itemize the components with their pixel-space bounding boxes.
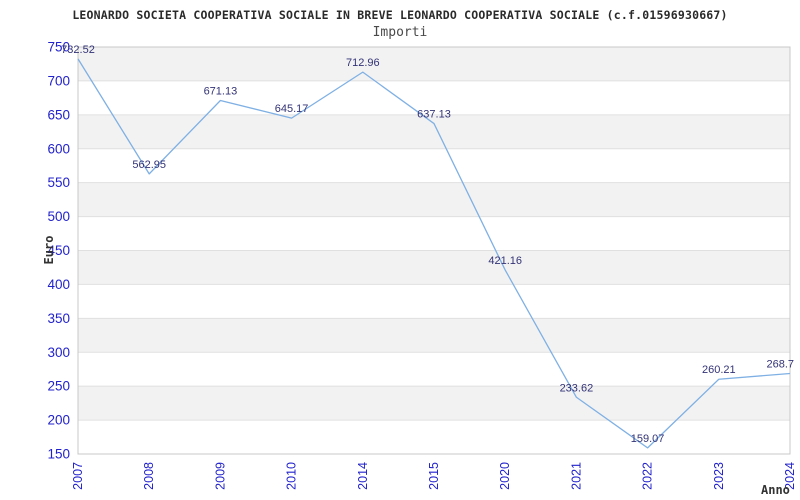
y-tick-label: 750 xyxy=(47,40,70,55)
data-point-label: 233.62 xyxy=(560,382,594,394)
plot-band xyxy=(78,114,790,149)
y-tick-label: 300 xyxy=(47,345,70,360)
x-tick-label: 2021 xyxy=(569,462,583,490)
plot-band xyxy=(78,182,790,217)
y-tick-label: 700 xyxy=(47,73,70,88)
y-tick-label: 450 xyxy=(47,243,70,258)
x-axis-title: Anno xyxy=(761,483,790,497)
data-point-label: 637.13 xyxy=(417,109,451,121)
y-tick-label: 350 xyxy=(47,311,70,326)
y-tick-label: 400 xyxy=(47,277,70,292)
chart-title: LEONARDO SOCIETA COOPERATIVA SOCIALE IN … xyxy=(72,8,728,22)
y-tick-label: 200 xyxy=(47,413,70,428)
x-tick-label: 2010 xyxy=(285,462,299,490)
data-point-label: 268.7 xyxy=(766,358,794,370)
y-tick-label: 250 xyxy=(47,379,70,394)
plot-band xyxy=(78,318,790,353)
x-tick-label: 2009 xyxy=(213,462,227,490)
x-tick-label: 2015 xyxy=(427,462,441,490)
x-tick-label: 2023 xyxy=(712,462,726,490)
x-tick-label: 2024 xyxy=(783,462,797,490)
plot-band xyxy=(78,47,790,81)
data-point-label: 671.13 xyxy=(204,86,238,98)
x-tick-label: 2014 xyxy=(356,462,370,490)
x-tick-label: 2008 xyxy=(142,462,156,490)
chart-subtitle: Importi xyxy=(372,25,428,40)
plot-border xyxy=(77,46,791,455)
data-point-label: 159.07 xyxy=(631,433,665,445)
x-tick-label: 2007 xyxy=(71,462,85,490)
plot-band xyxy=(78,386,790,421)
plot-band xyxy=(78,250,790,285)
y-tick-label: 600 xyxy=(47,141,70,156)
y-axis-title: Euro xyxy=(42,235,56,265)
data-point-label: 712.96 xyxy=(346,57,380,69)
data-point-label: 732.52 xyxy=(61,44,95,56)
y-tick-label: 650 xyxy=(47,107,70,122)
data-point-label: 260.21 xyxy=(702,364,736,376)
x-tick-label: 2020 xyxy=(498,462,512,490)
data-line xyxy=(77,58,791,449)
x-tick-label: 2022 xyxy=(641,462,655,490)
data-point-label: 562.95 xyxy=(132,159,166,171)
data-point-label: 421.16 xyxy=(488,255,522,267)
y-tick-label: 150 xyxy=(47,447,70,462)
data-point-label: 645.17 xyxy=(275,103,309,115)
y-tick-label: 500 xyxy=(47,209,70,224)
y-tick-label: 550 xyxy=(47,175,70,190)
